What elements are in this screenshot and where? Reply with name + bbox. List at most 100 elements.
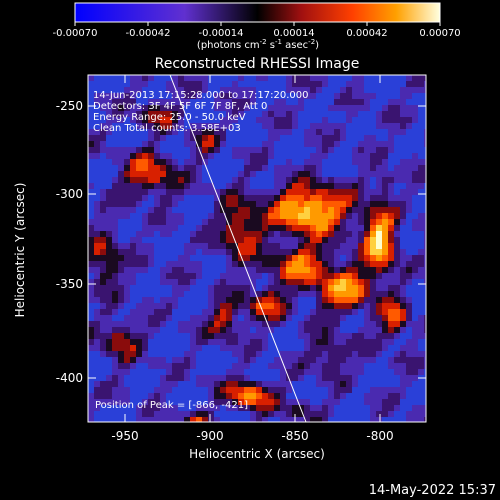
heatmap-cell — [316, 405, 322, 411]
heatmap-cell — [202, 249, 208, 255]
heatmap-cell — [304, 369, 310, 375]
heatmap-cell — [262, 231, 268, 237]
heatmap-cell — [328, 225, 334, 231]
heatmap-cell — [334, 405, 340, 411]
heatmap-cell — [262, 147, 268, 153]
heatmap-cell — [346, 339, 352, 345]
heatmap-cell — [412, 153, 418, 159]
heatmap-cell — [352, 81, 358, 87]
heatmap-cell — [154, 195, 160, 201]
heatmap-cell — [100, 189, 106, 195]
heatmap-cell — [244, 417, 250, 422]
heatmap-cell — [268, 213, 274, 219]
heatmap-cell — [388, 417, 394, 422]
heatmap-cell — [376, 189, 382, 195]
heatmap-cell — [226, 291, 232, 297]
heatmap-cell — [118, 159, 124, 165]
heatmap-cell — [178, 333, 184, 339]
heatmap-cell — [244, 195, 250, 201]
heatmap-cell — [280, 195, 286, 201]
heatmap-cell — [418, 363, 424, 369]
heatmap-cell — [340, 195, 346, 201]
heatmap-cell — [244, 153, 250, 159]
heatmap-cell — [334, 117, 340, 123]
heatmap-cell — [220, 345, 226, 351]
heatmap-cell — [358, 417, 364, 422]
heatmap-cell — [202, 93, 208, 99]
heatmap-cell — [100, 129, 106, 135]
heatmap-cell — [394, 387, 400, 393]
heatmap-cell — [340, 321, 346, 327]
heatmap-cell — [190, 285, 196, 291]
heatmap-cell — [130, 87, 136, 93]
heatmap-cell — [274, 261, 280, 267]
heatmap-cell — [316, 219, 322, 225]
heatmap-cell — [322, 321, 328, 327]
heatmap-cell — [154, 243, 160, 249]
heatmap-cell — [364, 123, 370, 129]
heatmap-cell — [220, 213, 226, 219]
heatmap-cell — [208, 171, 214, 177]
heatmap-cell — [280, 303, 286, 309]
heatmap-cell — [352, 171, 358, 177]
heatmap-cell — [256, 303, 262, 309]
y-axis-label: Heliocentric Y (arcsec) — [13, 183, 27, 318]
heatmap-cell — [190, 291, 196, 297]
heatmap-cell — [100, 345, 106, 351]
heatmap-cell — [346, 369, 352, 375]
heatmap-cell — [232, 321, 238, 327]
heatmap-cell — [148, 333, 154, 339]
heatmap-cell — [316, 159, 322, 165]
heatmap-cell — [274, 213, 280, 219]
heatmap-cell — [406, 117, 412, 123]
heatmap-cell — [124, 357, 130, 363]
heatmap-cell — [244, 117, 250, 123]
heatmap-cell — [136, 105, 142, 111]
heatmap-cell — [376, 123, 382, 129]
heatmap-cell — [274, 171, 280, 177]
heatmap-cell — [220, 363, 226, 369]
heatmap-cell — [340, 285, 346, 291]
heatmap-cell — [298, 291, 304, 297]
heatmap-cell — [274, 255, 280, 261]
heatmap-cell — [286, 243, 292, 249]
heatmap-cell — [298, 165, 304, 171]
heatmap-cell — [142, 327, 148, 333]
heatmap-cell — [160, 411, 166, 417]
x-tick-label: -800 — [366, 429, 393, 443]
heatmap-cell — [124, 249, 130, 255]
heatmap-cell — [298, 81, 304, 87]
heatmap-cell — [268, 255, 274, 261]
heatmap-cell — [280, 81, 286, 87]
heatmap-cell — [244, 273, 250, 279]
heatmap-cell — [346, 297, 352, 303]
heatmap-cell — [334, 129, 340, 135]
heatmap-cell — [148, 147, 154, 153]
heatmap-cell — [310, 195, 316, 201]
heatmap-cell — [346, 159, 352, 165]
heatmap-cell — [424, 177, 426, 183]
heatmap-cell — [160, 387, 166, 393]
heatmap-cell — [112, 183, 118, 189]
heatmap-cell — [118, 111, 124, 117]
heatmap-cell — [358, 141, 364, 147]
heatmap-cell — [346, 111, 352, 117]
heatmap-cell — [232, 165, 238, 171]
heatmap-cell — [172, 345, 178, 351]
heatmap-cell — [322, 111, 328, 117]
heatmap-cell — [370, 297, 376, 303]
heatmap-cell — [184, 297, 190, 303]
heatmap-cell — [394, 315, 400, 321]
heatmap-cell — [196, 129, 202, 135]
heatmap-cell — [382, 255, 388, 261]
heatmap-cell — [130, 333, 136, 339]
heatmap-cell — [130, 321, 136, 327]
heatmap-cell — [388, 165, 394, 171]
heatmap-cell — [340, 219, 346, 225]
heatmap-cell — [130, 117, 136, 123]
heatmap-cell — [370, 159, 376, 165]
heatmap-cell — [346, 81, 352, 87]
heatmap-cell — [376, 171, 382, 177]
heatmap-cell — [148, 159, 154, 165]
heatmap-cell — [88, 243, 94, 249]
